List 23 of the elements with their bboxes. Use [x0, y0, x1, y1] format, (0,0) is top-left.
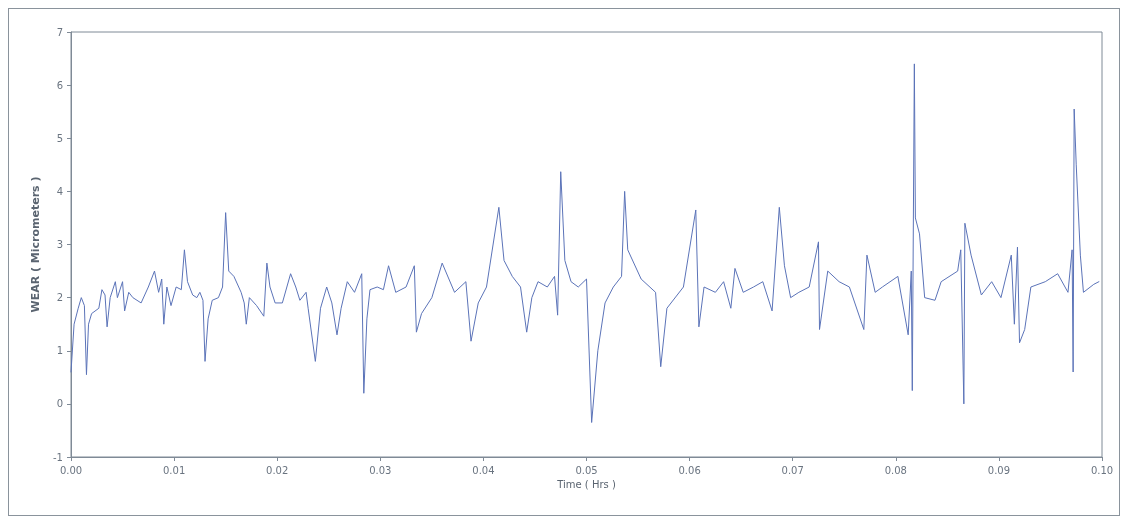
y-tick-label: 7: [56, 26, 63, 38]
x-tick-label: 0.10: [1090, 464, 1114, 476]
y-axis-title: WEAR ( Micrometers ): [29, 176, 42, 313]
x-tick-label: 0.02: [266, 464, 289, 476]
x-tick-label: 0.04: [472, 464, 495, 476]
x-tick-label: 0.03: [369, 464, 392, 476]
y-tick-label: -1: [53, 451, 63, 463]
x-tick-label: 0.00: [59, 464, 83, 476]
x-tick-label: 0.05: [575, 464, 598, 476]
x-tick-label: 0.06: [678, 464, 701, 476]
y-tick-label: 3: [56, 239, 63, 250]
y-tick-label: 5: [56, 132, 63, 144]
y-tick-label: 0: [56, 398, 63, 410]
x-tick-label: 0.01: [162, 464, 186, 476]
line-series: [70, 63, 1100, 423]
x-tick-label: 0.09: [987, 464, 1011, 476]
x-tick-label: 0.07: [781, 464, 804, 476]
x-axis-title: Time ( Hrs ): [556, 479, 616, 491]
y-tick-label: 6: [56, 79, 63, 91]
y-tick-label: 1: [56, 345, 63, 357]
x-tick-label: 0.08: [884, 464, 907, 476]
y-tick-label: 2: [56, 292, 63, 304]
y-tick-label: 4: [56, 185, 63, 197]
